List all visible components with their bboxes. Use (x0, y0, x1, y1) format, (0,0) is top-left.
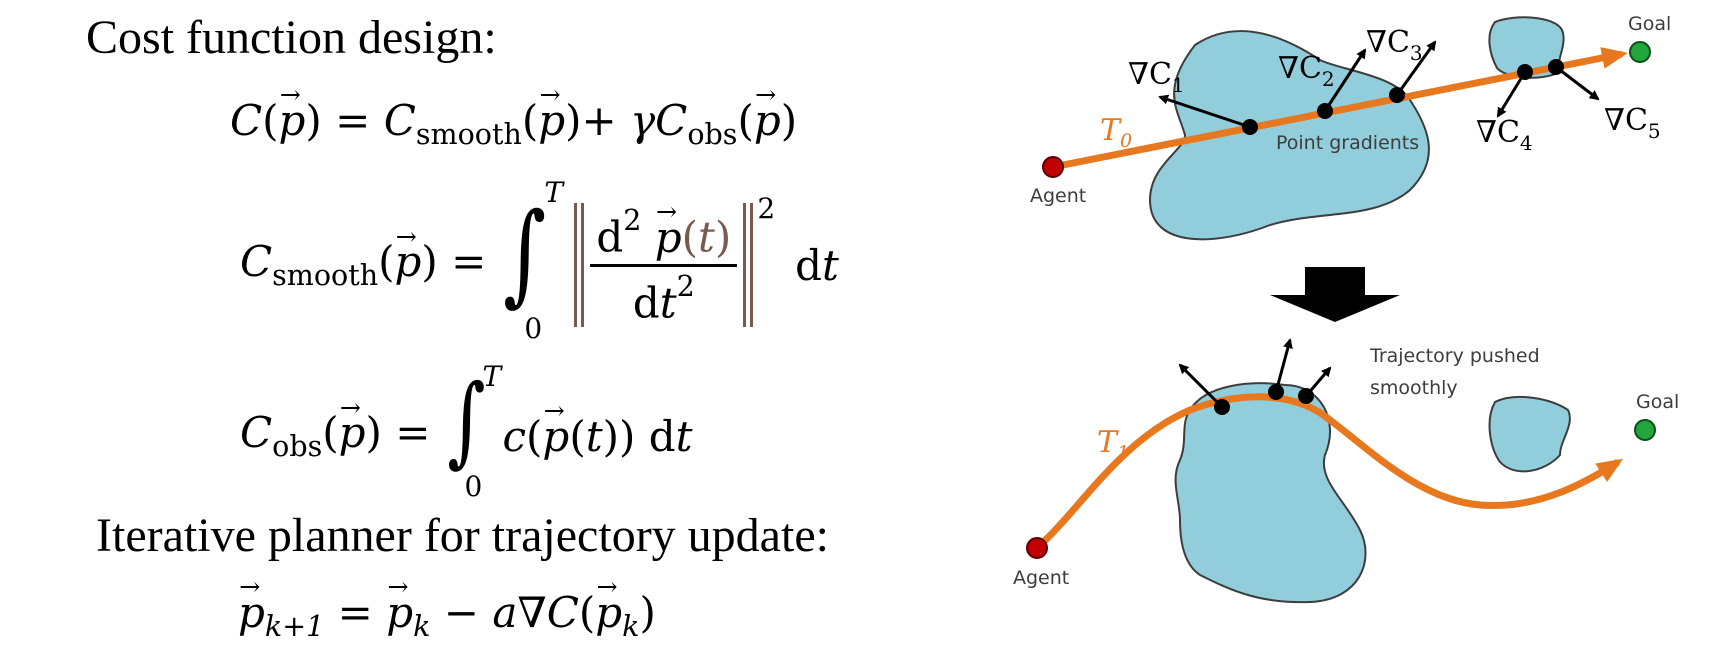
gradient-point-3 (1389, 87, 1405, 103)
label-caption-line2: smoothly (1370, 377, 1458, 399)
gradient-point-5 (1548, 59, 1564, 75)
equation-obstacle-cost: Cobs(p) = ∫ T 0 c(p(t)) dt (240, 360, 693, 506)
goal-marker-top (1629, 41, 1651, 63)
obstacle-small-bottom (1488, 395, 1571, 473)
pushed-point-1 (1214, 399, 1230, 415)
heading-iterative-planner: Iterative planner for trajectory update: (96, 509, 829, 562)
gradient-point-2 (1317, 103, 1333, 119)
eq1-p: p (279, 80, 306, 145)
equation-smooth-cost: Csmooth(p) = ∫ T 0 d2 p(t) dt2 2 dt (240, 176, 839, 350)
equation-total-cost: C(p) = Csmooth(p)+ γCobs(p) (230, 80, 797, 151)
label-caption-line1: Trajectory pushed (1369, 345, 1540, 367)
label-agent-bottom: Agent (1013, 567, 1069, 589)
equation-update-rule: pk+1 = pk − a∇C(pk) (238, 572, 656, 643)
heading-cost-function: Cost function design: (86, 11, 497, 64)
label-agent-top: Agent (1030, 185, 1086, 207)
label-t1: T1 (1097, 425, 1129, 464)
pushed-arrow-1 (1178, 363, 1224, 409)
label-goal-bottom: Goal (1636, 391, 1679, 413)
gradient-point-4 (1517, 64, 1533, 80)
label-grad-5: ∇C5 (1604, 103, 1661, 143)
eq2-integral: ∫ T 0 (503, 176, 564, 345)
pushed-arrow-2 (1274, 338, 1293, 393)
eq3-integral: ∫ T 0 (446, 360, 502, 503)
pushed-point-3 (1298, 388, 1314, 404)
eq2-norm: d2 p(t) dt2 (574, 197, 754, 327)
agent-marker-bottom (1026, 537, 1048, 559)
label-grad-2: ∇C2 (1278, 51, 1335, 91)
label-grad-4: ∇C4 (1476, 115, 1533, 155)
gradient-arrow-1 (1158, 94, 1251, 129)
obstacle-large-bottom (1174, 382, 1367, 604)
eq1-eq: = (335, 96, 371, 145)
label-goal-top: Goal (1628, 13, 1671, 35)
gradient-arrow-4 (1496, 71, 1527, 118)
gradient-arrow-3 (1395, 40, 1437, 96)
gradient-point-1 (1242, 119, 1258, 135)
pushed-point-2 (1268, 384, 1284, 400)
transition-down-arrow (1270, 267, 1400, 322)
label-grad-1: ∇C1 (1128, 57, 1185, 97)
trajectory-t1 (1034, 393, 1624, 551)
label-t0: T0 (1100, 113, 1132, 152)
gradient-arrow-2 (1323, 48, 1367, 112)
gradient-arrow-5 (1555, 65, 1600, 101)
agent-marker-top (1042, 156, 1064, 178)
eq2-square: 2 (757, 192, 776, 225)
label-point-gradients: Point gradients (1276, 132, 1419, 154)
eq1-C: C (230, 96, 263, 145)
goal-marker-bottom (1634, 419, 1656, 441)
label-grad-3: ∇C3 (1366, 25, 1423, 65)
